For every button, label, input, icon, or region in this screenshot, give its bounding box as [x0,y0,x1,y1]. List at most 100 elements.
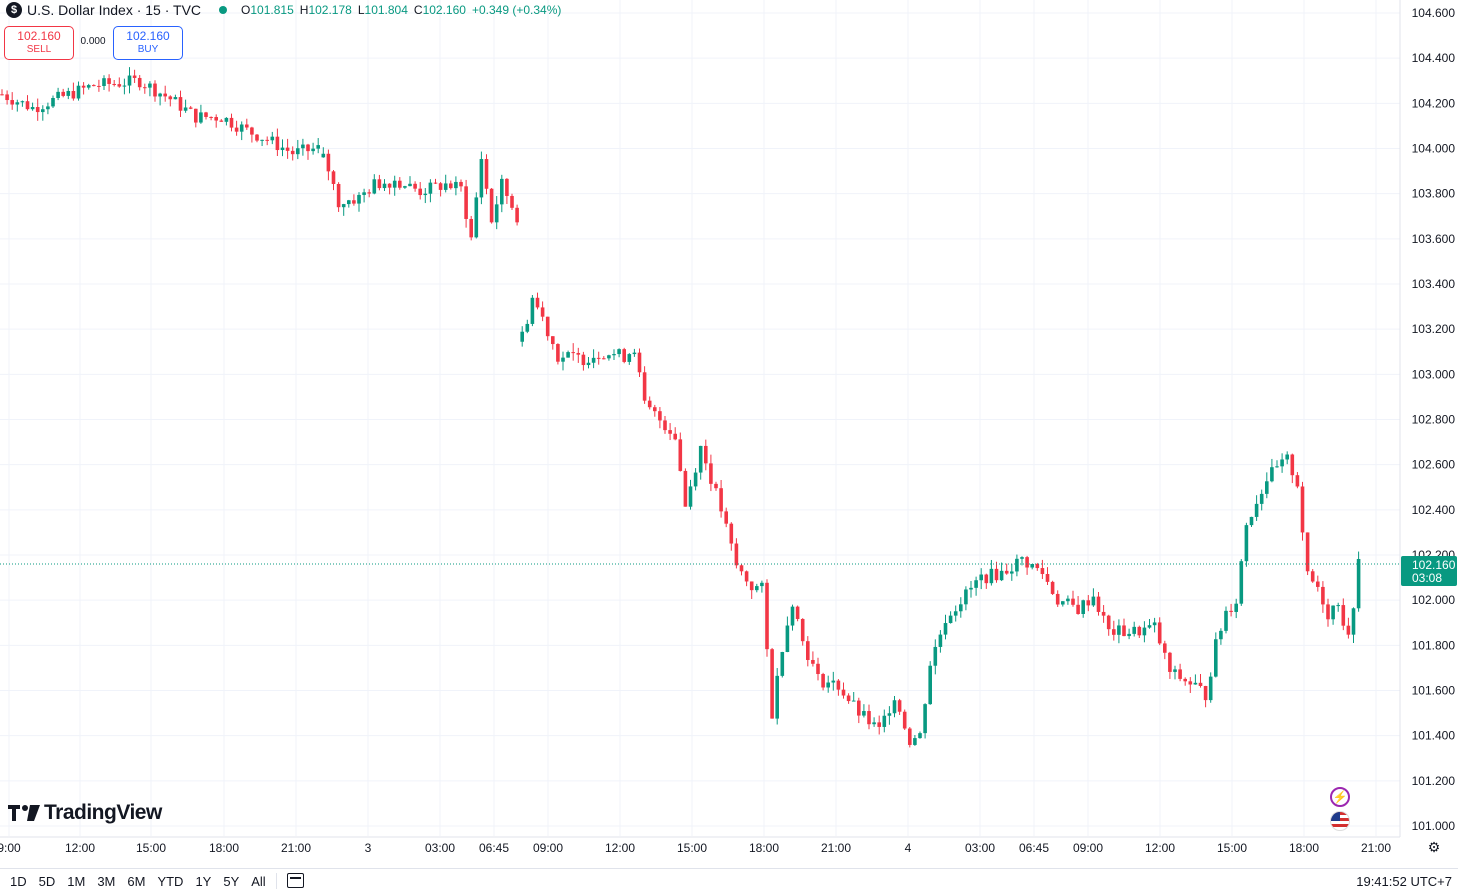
candle [41,105,45,121]
sell-price: 102.160 [17,29,61,43]
candle [285,138,290,159]
price-chart[interactable]: 104.600 104.400 104.200 104.000 103.800 103.6… [0,0,1458,868]
candle [112,80,116,87]
y-tick-label: 101.800 [1412,638,1456,652]
candle [46,102,50,115]
x-tick-label: 15:00 [1217,841,1247,855]
bolt-icon[interactable]: ⚡ [1330,787,1350,807]
range-6m[interactable]: 6M [127,874,146,889]
candle [316,138,320,154]
candle [1234,598,1238,619]
candle [770,647,774,719]
y-tick-label: 102.800 [1412,413,1456,427]
high-value: 102.178 [308,3,352,17]
range-1y[interactable]: 1Y [195,874,212,889]
candle [148,81,152,97]
candle [969,581,973,598]
candle [219,119,224,122]
tradingview-logo-icon [8,805,40,821]
candle [637,348,642,377]
calendar-icon[interactable] [287,873,304,888]
gear-icon[interactable]: ⚙ [1427,839,1441,855]
last-price-value: 102.160 [1412,558,1456,572]
range-5d[interactable]: 5D [38,874,56,889]
candle [464,179,468,228]
range-3m[interactable]: 3M [97,874,116,889]
candle [632,348,637,357]
candle [826,675,830,693]
candle [1173,665,1177,680]
candle [719,480,723,518]
symbol-title[interactable]: U.S. Dollar Index · 15 · TVC [27,2,202,18]
bar-countdown: 03:08 [1412,571,1442,585]
candle [1122,618,1126,637]
candle [418,182,422,200]
candle [209,116,213,121]
candle [520,326,524,347]
range-ytd[interactable]: YTD [157,874,184,889]
y-tick-label: 103.800 [1412,187,1456,201]
candle [1127,628,1131,640]
candle [760,580,764,593]
tradingview-logo[interactable]: TradingView [8,800,162,826]
y-tick-label: 101.600 [1412,684,1456,698]
candle [1101,605,1106,623]
candle [1050,580,1055,596]
candle [734,538,739,569]
range-all[interactable]: All [251,874,266,889]
candle [71,82,76,101]
x-tick-label: 18:00 [1289,841,1319,855]
buy-button[interactable]: 102.160 BUY [113,26,183,60]
candle [688,479,693,510]
x-tick-label: 03:00 [965,841,995,855]
candle [913,735,917,746]
candle [892,695,897,718]
candle [1351,607,1356,643]
candle [260,139,264,147]
candle [1071,590,1075,607]
candle [821,672,825,691]
low-value: 101.804 [364,3,408,17]
candle [1316,575,1320,592]
candle [30,102,35,111]
candle [158,92,162,106]
candle [438,182,443,197]
us-flag-icon[interactable] [1330,811,1350,831]
candle [1112,620,1116,641]
candle [795,605,800,622]
candle [224,117,229,126]
candle [122,78,127,95]
buy-label: BUY [137,44,159,55]
y-tick-label: 104.000 [1412,142,1456,156]
clock-display[interactable]: 19:41:52 UTC+7 [1356,874,1452,889]
range-1d[interactable]: 1D [10,874,27,889]
candle [785,616,790,653]
candle [658,407,662,429]
y-tick-label: 103.600 [1412,232,1456,246]
x-tick-label: 15:00 [677,841,707,855]
candle [474,192,479,239]
x-tick-label: 03:00 [425,841,455,855]
candle [964,586,968,611]
candle [571,343,575,361]
open-value: 101.815 [250,3,294,17]
candle [591,349,596,369]
candle [1321,581,1325,613]
candle [668,423,672,441]
candle [357,192,361,212]
range-1m[interactable]: 1M [67,874,86,889]
range-5y[interactable]: 5Y [223,874,240,889]
sell-button[interactable]: 102.160 SELL [4,26,74,60]
bottom-toolbar: 1D 5D 1M 3M 6M YTD 1Y 5Y All 19:41:52 UTC+7 [0,868,1458,894]
date-range-selector: 1D 5D 1M 3M 6M YTD 1Y 5Y All [4,874,272,889]
candle [1198,674,1203,688]
x-tick-label: 3 [365,841,372,855]
candle [408,176,412,187]
candle [296,139,300,160]
candle [270,131,275,145]
candle [683,468,688,507]
candle [143,83,147,94]
sell-label: SELL [26,44,52,55]
candle [10,92,14,110]
candle [882,709,887,733]
